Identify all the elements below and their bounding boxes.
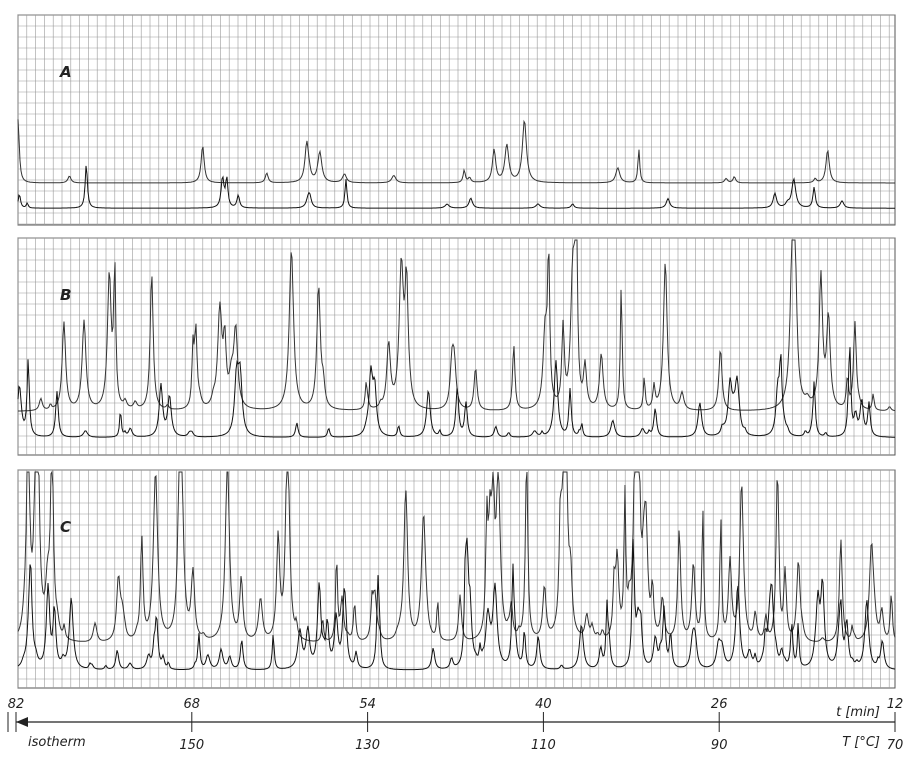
panel-frame <box>17 14 896 226</box>
trace <box>17 470 896 642</box>
trace <box>17 537 896 671</box>
panel: A <box>17 14 896 226</box>
panel: C <box>17 469 896 689</box>
panel: B <box>17 237 896 456</box>
isotherm-label: isotherm <box>28 735 86 750</box>
temperature-tick-label: 70 <box>887 738 904 753</box>
time-tick-label: 82 <box>8 697 25 712</box>
panel-label: C <box>60 518 71 536</box>
temperature-tick-label: 150 <box>179 738 204 753</box>
time-tick-label: 68 <box>184 697 201 712</box>
temperature-tick-label: 90 <box>711 738 728 753</box>
arrow-head <box>16 717 28 727</box>
time-label: t [min] <box>836 705 880 720</box>
temperature-label: T [°C] <box>842 735 880 750</box>
time-tick-label: 26 <box>711 697 728 712</box>
panel-label: A <box>59 63 72 81</box>
temperature-tick-label: 130 <box>355 738 380 753</box>
panel-label: B <box>60 286 71 304</box>
time-tick-label: 40 <box>535 697 552 712</box>
axis: isotherm t [min] T [°C] 82 68 54 40 26 12 150 1… <box>7 697 904 753</box>
time-tick-label: 12 <box>887 697 904 712</box>
time-tick-label: 54 <box>359 697 376 712</box>
grid <box>17 237 895 455</box>
trace <box>17 165 895 209</box>
temperature-tick-label: 110 <box>531 738 556 753</box>
trace <box>18 239 896 412</box>
trace <box>17 119 895 184</box>
trace <box>17 347 895 438</box>
panels: A B C <box>17 14 896 689</box>
